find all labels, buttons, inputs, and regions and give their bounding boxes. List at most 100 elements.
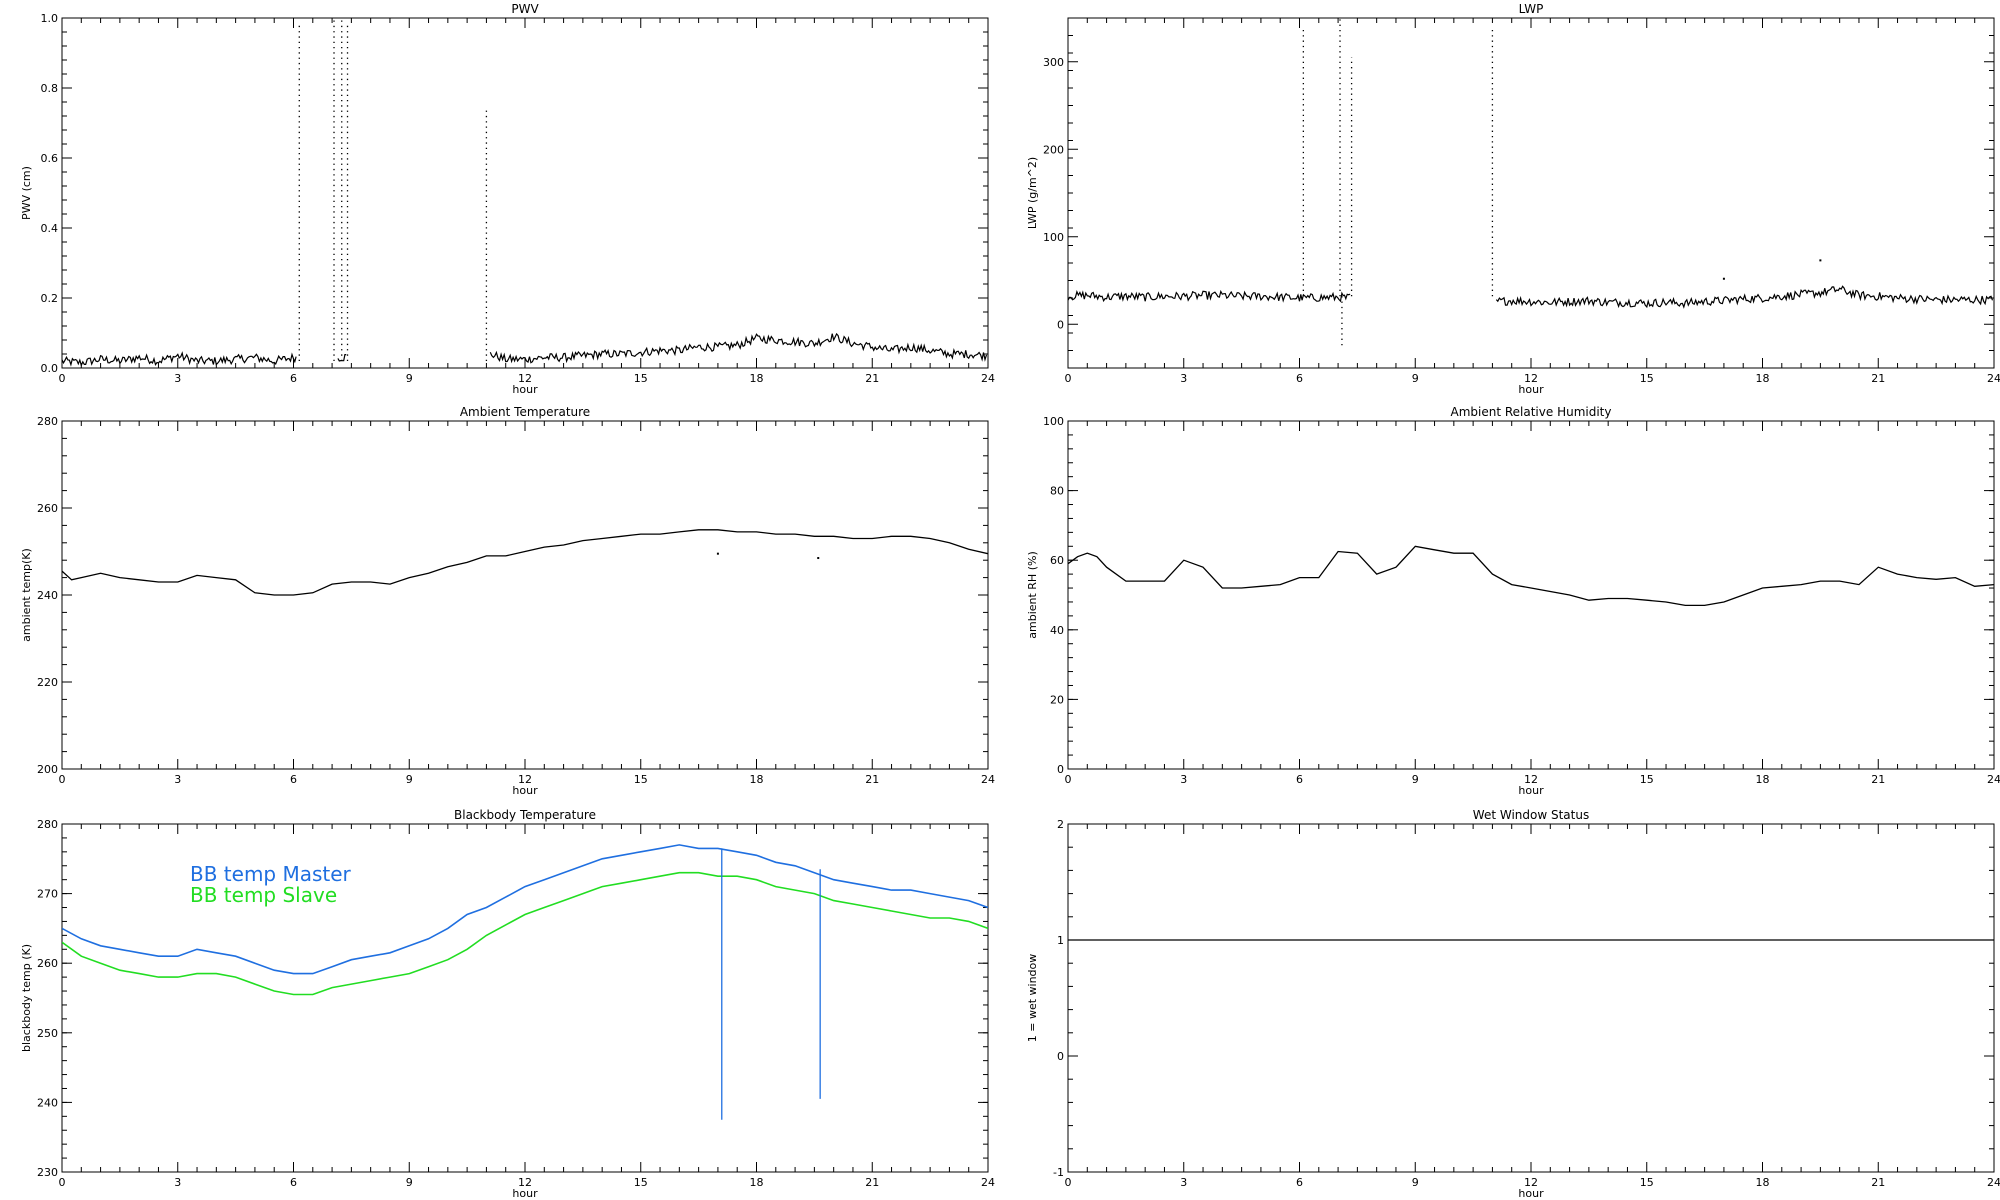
- y-tick-label: -1: [1053, 1166, 1064, 1179]
- x-tick-label: 24: [1987, 1176, 2000, 1189]
- y-tick-label: 200: [37, 763, 58, 776]
- x-tick-label: 3: [1180, 1176, 1187, 1189]
- plot-frame: [61, 420, 989, 770]
- x-tick-label: 21: [865, 1176, 879, 1189]
- y-tick-label: 0: [1057, 1050, 1064, 1063]
- y-tick-label: 0.4: [41, 222, 59, 235]
- y-tick-label: 20: [1050, 693, 1064, 706]
- plot-frame: [1067, 420, 1995, 770]
- chart-panel-3: Ambient Temperature 0 3 6 9 12 15 18 21 24 hour 200…: [20, 405, 995, 797]
- y-tick-label: 40: [1050, 624, 1064, 637]
- plot-area: [62, 844, 988, 1120]
- y-axis-label: blackbody temp (K): [20, 944, 33, 1052]
- x-tick-label: 9: [406, 773, 413, 786]
- x-tick-label: 15: [634, 1176, 648, 1189]
- x-tick-label: 21: [865, 773, 879, 786]
- series-line: [62, 351, 297, 368]
- y-axis-label: ambient temp(K): [20, 548, 33, 642]
- x-tick-label: 21: [1871, 1176, 1885, 1189]
- chart-title: PWV: [511, 2, 539, 16]
- y-axis-label: LWP (g/m^2): [1026, 157, 1039, 229]
- outlier-point: [1819, 259, 1822, 262]
- x-tick-label: 3: [174, 1176, 181, 1189]
- y-tick-label: 0.2: [41, 292, 59, 305]
- x-tick-label: 18: [1756, 773, 1770, 786]
- x-axis-label: hour: [1518, 383, 1544, 396]
- x-tick-label: 9: [406, 1176, 413, 1189]
- x-tick-label: 21: [1871, 773, 1885, 786]
- x-tick-label: 3: [1180, 773, 1187, 786]
- x-tick-label: 12: [518, 773, 532, 786]
- y-tick-label: 60: [1050, 554, 1064, 567]
- y-tick-label: 240: [37, 589, 58, 602]
- series-line: [489, 332, 988, 364]
- y-tick-label: 0.6: [41, 152, 59, 165]
- chart-title: LWP: [1519, 2, 1544, 16]
- x-tick-label: 9: [1412, 773, 1419, 786]
- x-tick-label: 0: [59, 1176, 66, 1189]
- series-line-bb-temp-slave: [62, 871, 988, 996]
- chart-title: Blackbody Temperature: [454, 808, 596, 822]
- x-tick-label: 15: [1640, 372, 1654, 385]
- plot-area: [62, 529, 988, 596]
- y-tick-label: 1.0: [41, 12, 59, 25]
- y-tick-label: 230: [37, 1166, 58, 1179]
- outlier-point: [817, 557, 820, 560]
- series-line: [1068, 289, 1351, 303]
- x-tick-label: 0: [1065, 372, 1072, 385]
- legend-entry: BB temp Slave: [190, 883, 337, 907]
- x-axis-label: hour: [1518, 784, 1544, 797]
- x-tick-label: 6: [1296, 773, 1303, 786]
- x-tick-label: 24: [1987, 773, 2000, 786]
- plot-area: [1068, 545, 1994, 607]
- x-tick-label: 6: [1296, 1176, 1303, 1189]
- y-axis-label: ambient RH (%): [1026, 551, 1039, 639]
- x-tick-label: 0: [59, 773, 66, 786]
- y-tick-label: 260: [37, 957, 58, 970]
- x-tick-label: 21: [865, 372, 879, 385]
- y-tick-label: 0: [1057, 318, 1064, 331]
- y-tick-label: 0.8: [41, 82, 59, 95]
- chart-panel-1: PWV 0 3 6 9 12 15 18 21 24 hour 0.0 0.2 0.4 0.6 0.8 1.0 P…: [20, 2, 995, 396]
- plot-area: [62, 18, 988, 368]
- x-tick-label: 6: [290, 1176, 297, 1189]
- x-tick-label: 24: [981, 372, 995, 385]
- x-tick-label: 9: [1412, 372, 1419, 385]
- series-line: [1495, 285, 1994, 309]
- x-tick-label: 24: [981, 773, 995, 786]
- y-tick-label: 0.0: [41, 362, 59, 375]
- x-tick-label: 9: [1412, 1176, 1419, 1189]
- series-line-bb-temp-master: [62, 844, 988, 975]
- x-tick-label: 12: [1524, 773, 1538, 786]
- y-tick-label: 280: [37, 415, 58, 428]
- y-tick-label: 80: [1050, 485, 1064, 498]
- plot-area: [1068, 18, 1994, 349]
- y-tick-label: 300: [1043, 56, 1064, 69]
- chart-panel-2: LWP 0 3 6 9 12 15 18 21 24 hour 0 100 200 300 LWP (g/m^…: [1026, 2, 2000, 396]
- x-tick-label: 12: [1524, 372, 1538, 385]
- y-axis-label: 1 = wet window: [1026, 954, 1039, 1043]
- x-tick-label: 21: [1871, 372, 1885, 385]
- plot-frame: [1067, 17, 1995, 369]
- x-tick-label: 6: [1296, 372, 1303, 385]
- series-line: [62, 529, 988, 596]
- x-tick-label: 12: [518, 372, 532, 385]
- outlier-point: [716, 552, 719, 555]
- y-tick-label: 220: [37, 676, 58, 689]
- x-tick-label: 0: [1065, 773, 1072, 786]
- x-tick-label: 0: [1065, 1176, 1072, 1189]
- x-tick-label: 15: [634, 773, 648, 786]
- x-tick-label: 18: [1756, 372, 1770, 385]
- x-axis-label: hour: [512, 784, 538, 797]
- x-tick-label: 6: [290, 773, 297, 786]
- x-tick-label: 3: [174, 773, 181, 786]
- y-tick-label: 0: [1057, 763, 1064, 776]
- x-tick-label: 15: [1640, 773, 1654, 786]
- chart-title: Wet Window Status: [1473, 808, 1589, 822]
- y-tick-label: 1: [1057, 934, 1064, 947]
- series-line: [1068, 545, 1994, 607]
- y-axis-label: PWV (cm): [20, 166, 33, 220]
- y-tick-label: 100: [1043, 231, 1064, 244]
- y-tick-label: 280: [37, 818, 58, 831]
